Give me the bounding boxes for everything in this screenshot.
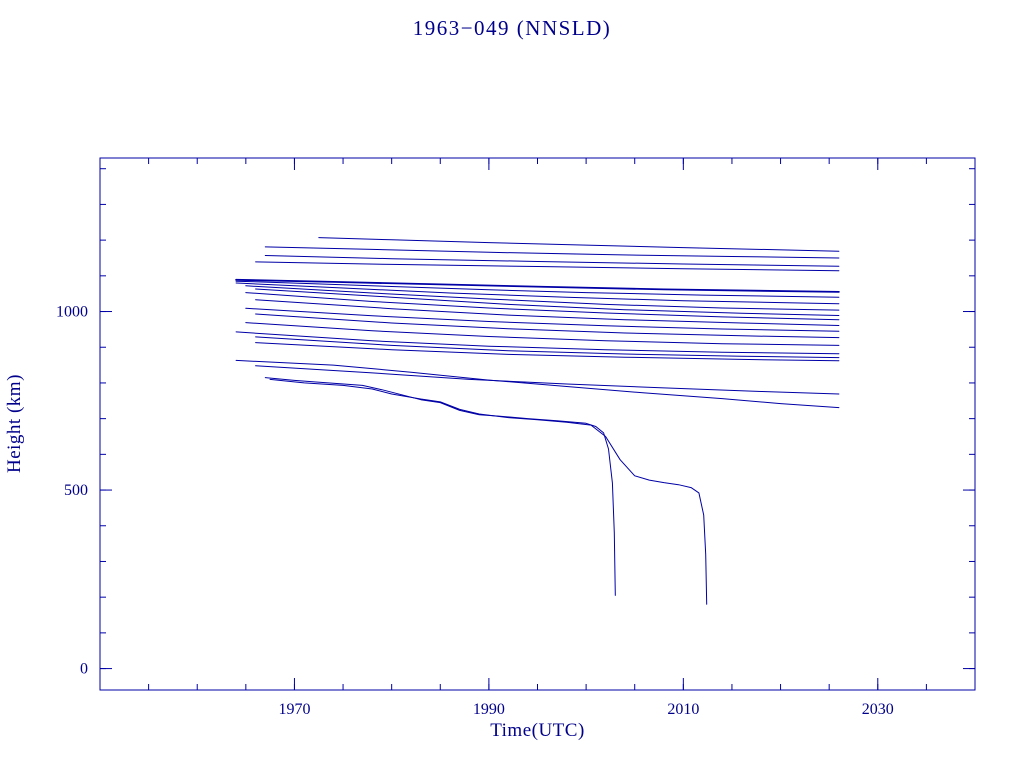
series-obj-03	[264, 255, 840, 267]
series-obj-21-decayed-2012	[269, 378, 708, 605]
series-obj-09	[255, 288, 840, 316]
series-obj-15	[235, 331, 840, 355]
series-obj-05	[235, 278, 840, 293]
series-obj-13	[255, 313, 840, 339]
series-obj-14	[245, 322, 840, 346]
x-tick-label: 1990	[473, 701, 505, 718]
series-obj-07	[235, 282, 840, 305]
series-obj-20-decayed-2003	[264, 377, 616, 596]
series-obj-17	[255, 342, 840, 362]
y-tick-label: 500	[64, 482, 88, 499]
series-obj-12	[245, 307, 840, 332]
series-obj-10	[245, 292, 840, 321]
y-tick-label: 0	[80, 661, 88, 678]
series-obj-08	[245, 285, 840, 311]
x-tick-label: 2010	[667, 701, 699, 718]
series-obj-19	[255, 365, 840, 395]
series-obj-11	[255, 299, 840, 326]
x-tick-label: 1970	[278, 701, 310, 718]
series-obj-01	[318, 237, 840, 252]
series-obj-16	[255, 336, 840, 359]
chart-title: 1963−049 (NNSLD)	[412, 16, 612, 40]
series-obj-18	[235, 359, 840, 409]
y-tick-label: 1000	[56, 304, 88, 321]
series-obj-04	[255, 261, 840, 272]
plot-border	[99, 157, 976, 691]
x-tick-label: 2030	[862, 701, 894, 718]
series-obj-06	[235, 280, 840, 298]
series-obj-02	[264, 246, 840, 259]
x-axis-label: Time(UTC)	[490, 720, 585, 741]
